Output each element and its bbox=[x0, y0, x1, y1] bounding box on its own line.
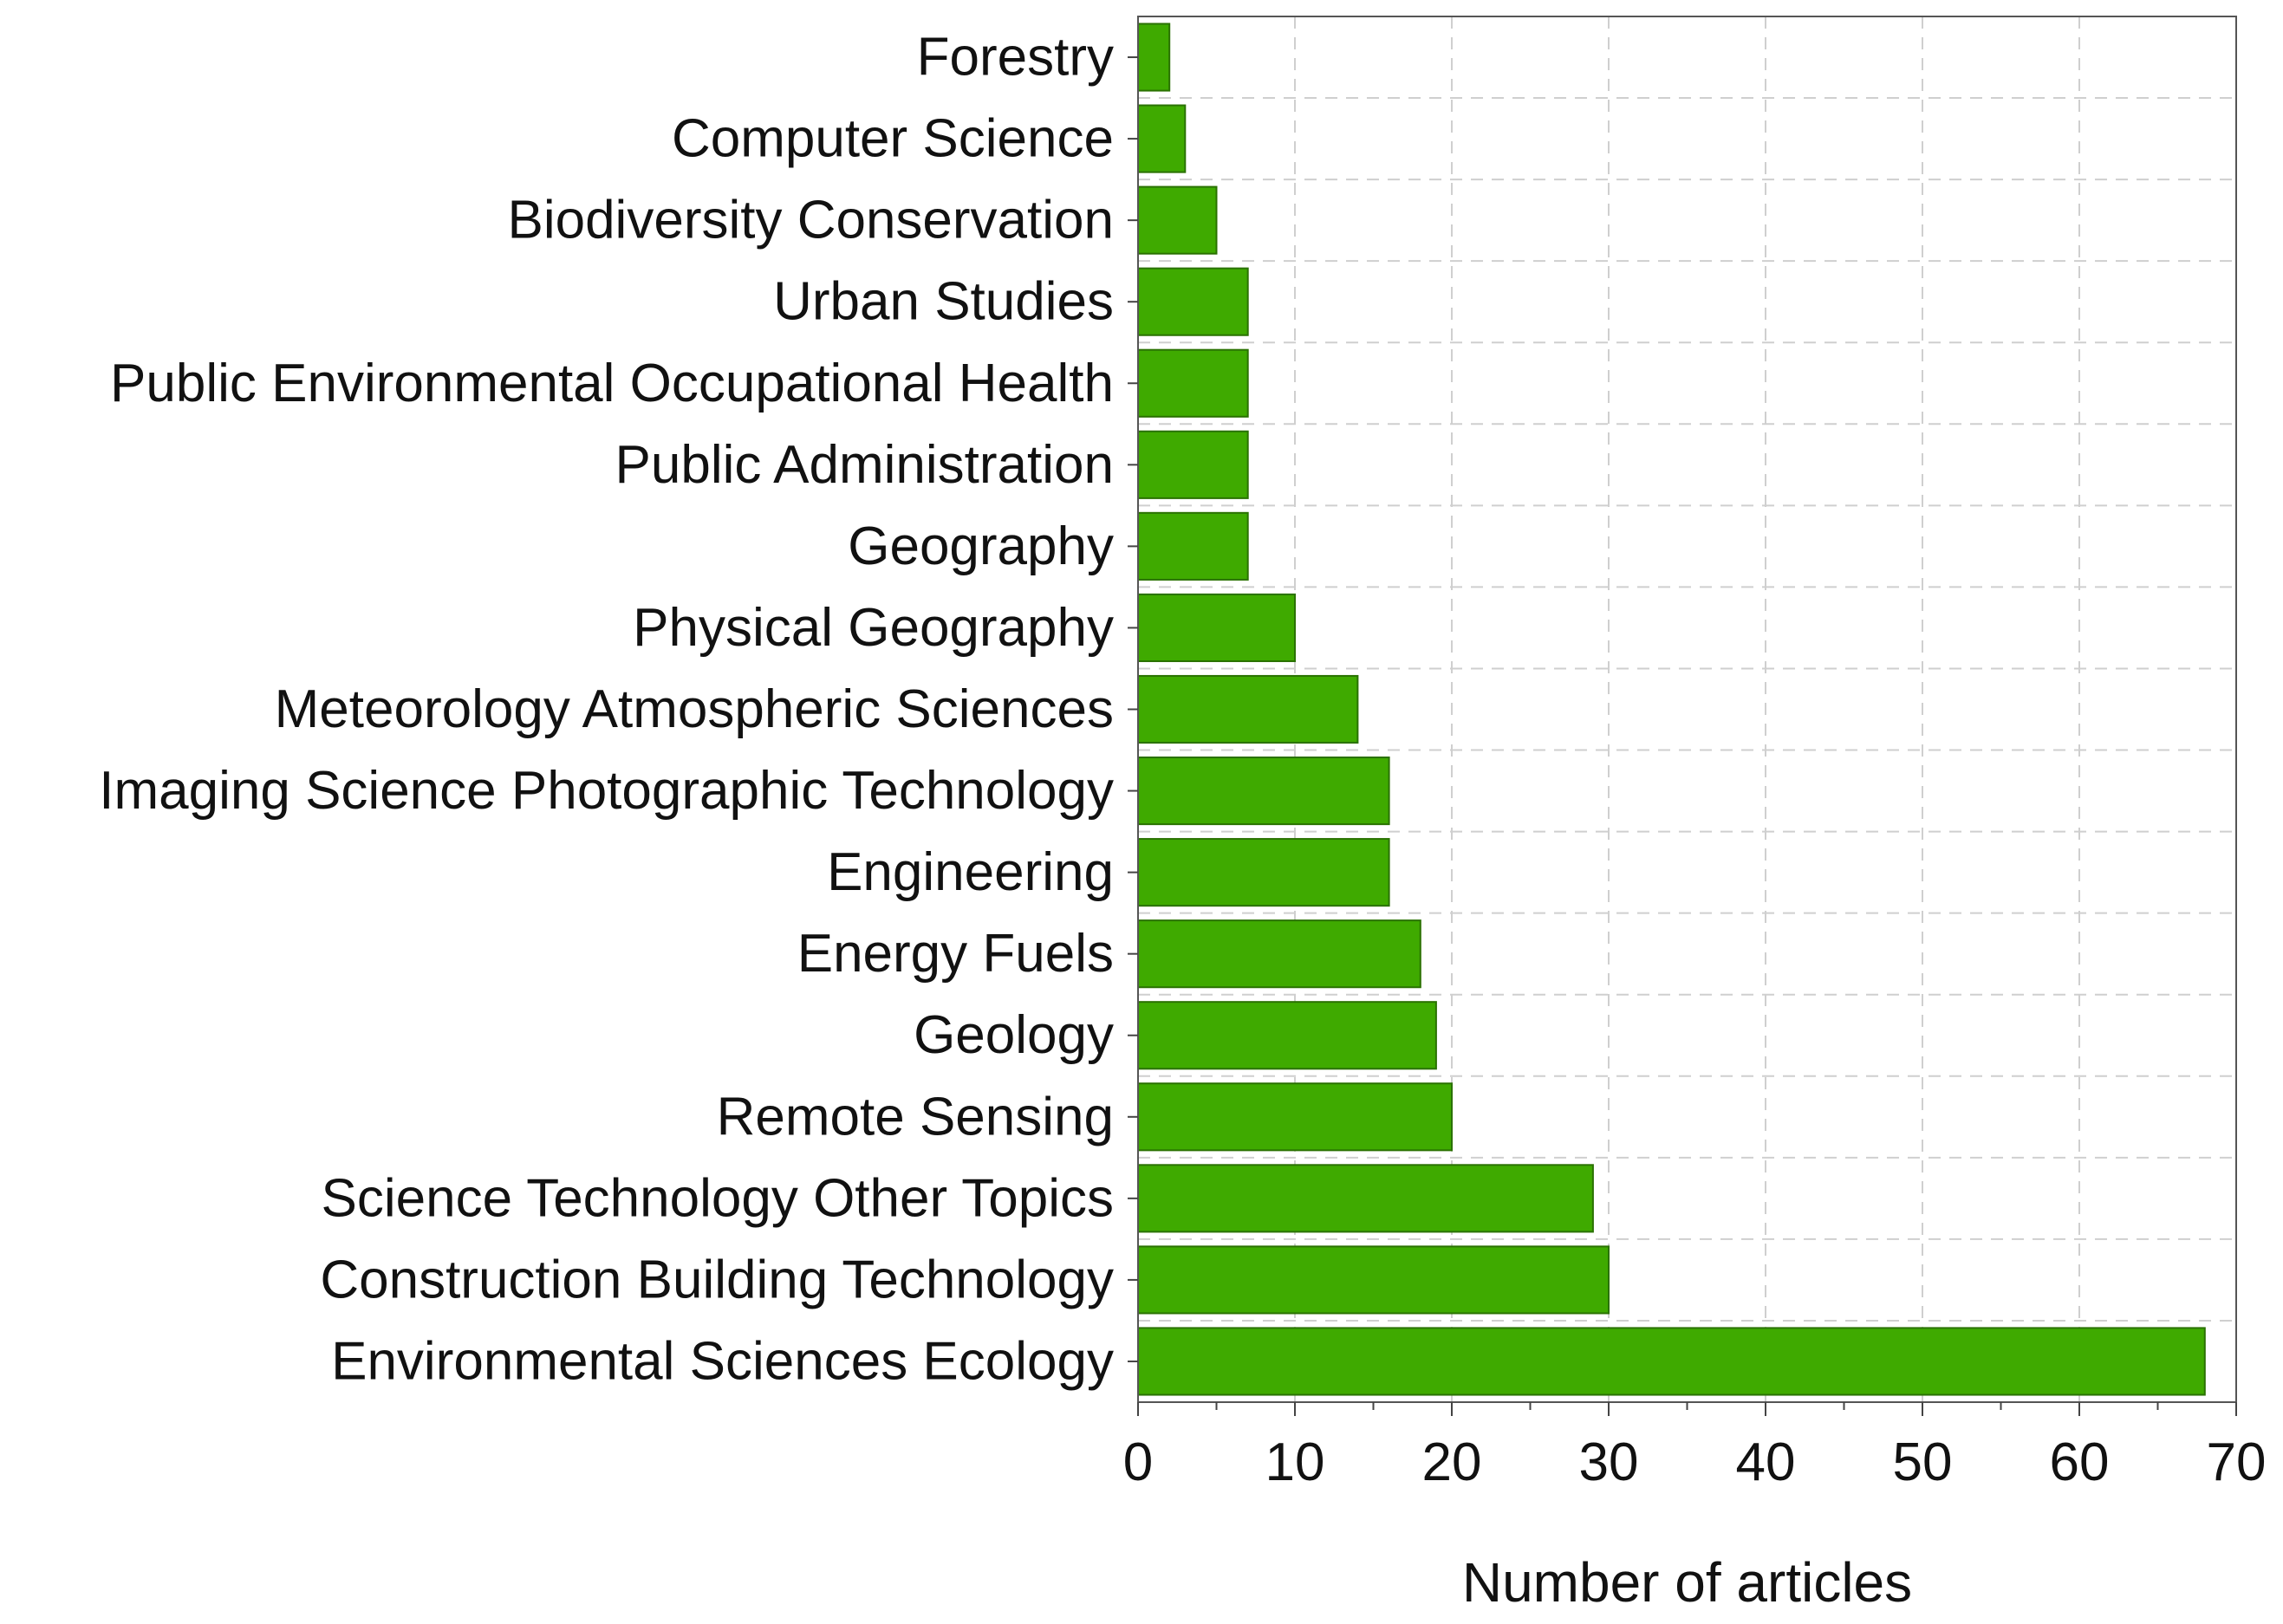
bar bbox=[1137, 1327, 2206, 1396]
x-tick-label: 50 bbox=[1893, 1432, 1953, 1492]
category-label: Science Technology Other Topics bbox=[322, 1168, 1114, 1228]
bar bbox=[1137, 1001, 1437, 1070]
bars bbox=[1137, 23, 2206, 1396]
category-label: Remote Sensing bbox=[717, 1087, 1114, 1147]
bar bbox=[1137, 756, 1390, 826]
y-axis-category-labels: Forestry Computer Science Biodiversity Con… bbox=[99, 28, 1114, 1392]
bar bbox=[1137, 919, 1421, 989]
bar bbox=[1137, 511, 1249, 581]
x-axis-title: Number of articles bbox=[1462, 1551, 1912, 1614]
x-tick-label: 60 bbox=[2050, 1432, 2110, 1492]
category-label: Meteorology Atmospheric Sciences bbox=[275, 679, 1114, 739]
category-label: Urban Studies bbox=[773, 272, 1114, 332]
x-tick-label: 40 bbox=[1736, 1432, 1796, 1492]
category-label: Imaging Science Photographic Technology bbox=[99, 761, 1114, 821]
category-label: Physical Geography bbox=[633, 598, 1114, 658]
category-label: Geology bbox=[914, 1005, 1114, 1065]
category-label: Forestry bbox=[917, 28, 1114, 88]
bar bbox=[1137, 674, 1359, 744]
bar bbox=[1137, 348, 1249, 418]
bar bbox=[1137, 185, 1218, 255]
category-label: Geography bbox=[848, 516, 1114, 576]
x-tick-label: 0 bbox=[1123, 1432, 1153, 1492]
category-label: Energy Fuels bbox=[797, 924, 1114, 984]
category-label: Computer Science bbox=[672, 109, 1114, 169]
bar bbox=[1137, 1245, 1610, 1315]
gridlines bbox=[1138, 16, 2236, 1402]
bar bbox=[1137, 23, 1171, 92]
x-tick-label: 10 bbox=[1265, 1432, 1325, 1492]
x-tick-label: 30 bbox=[1579, 1432, 1639, 1492]
x-axis-ticks bbox=[1128, 56, 2237, 1416]
category-label: Biodiversity Conservation bbox=[507, 191, 1114, 250]
bar bbox=[1137, 104, 1187, 173]
category-label: Public Environmental Occupational Health bbox=[110, 354, 1114, 413]
bar bbox=[1137, 838, 1390, 907]
bar bbox=[1137, 1164, 1594, 1233]
category-label: Engineering bbox=[827, 842, 1114, 902]
bar bbox=[1137, 593, 1296, 663]
bar bbox=[1137, 430, 1249, 499]
bar bbox=[1137, 1082, 1453, 1152]
category-label: Public Administration bbox=[615, 435, 1115, 495]
bar bbox=[1137, 267, 1249, 336]
category-label: Environmental Sciences Ecology bbox=[331, 1331, 1114, 1391]
x-axis-tick-labels: 0 10 20 30 40 50 60 70 bbox=[1123, 1432, 2267, 1492]
x-tick-label: 70 bbox=[2207, 1432, 2267, 1492]
category-label: Construction Building Technology bbox=[320, 1250, 1114, 1309]
x-tick-label: 20 bbox=[1422, 1432, 1482, 1492]
